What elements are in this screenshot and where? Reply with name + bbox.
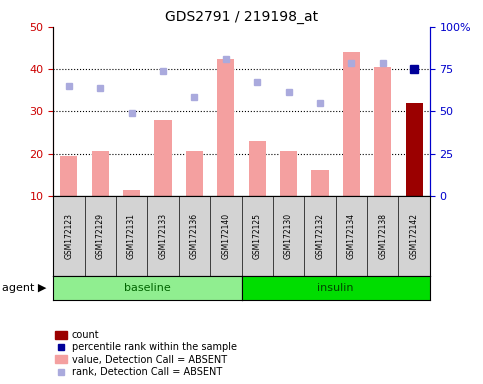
Text: GSM172132: GSM172132: [315, 213, 325, 259]
Text: GSM172134: GSM172134: [347, 213, 356, 259]
Text: GSM172140: GSM172140: [221, 213, 230, 259]
Text: baseline: baseline: [124, 283, 170, 293]
Bar: [374, 67, 391, 196]
Text: GSM172130: GSM172130: [284, 213, 293, 259]
Bar: [312, 170, 328, 196]
Text: GSM172131: GSM172131: [127, 213, 136, 259]
Text: GSM172133: GSM172133: [158, 213, 168, 259]
Text: GSM172142: GSM172142: [410, 213, 419, 259]
Text: agent ▶: agent ▶: [2, 283, 47, 293]
Bar: [186, 152, 203, 196]
Text: GSM172138: GSM172138: [378, 213, 387, 259]
Bar: [249, 141, 266, 196]
Legend: count, percentile rank within the sample, value, Detection Call = ABSENT, rank, : count, percentile rank within the sample…: [53, 328, 239, 379]
Text: insulin: insulin: [317, 283, 354, 293]
Bar: [406, 103, 423, 196]
Text: GSM172136: GSM172136: [190, 213, 199, 259]
Bar: [92, 152, 109, 196]
Title: GDS2791 / 219198_at: GDS2791 / 219198_at: [165, 10, 318, 25]
Bar: [155, 120, 171, 196]
Bar: [217, 59, 234, 196]
Text: GSM172123: GSM172123: [64, 213, 73, 259]
Text: GSM172125: GSM172125: [253, 213, 262, 259]
Bar: [343, 52, 360, 196]
Bar: [60, 156, 77, 196]
Text: GSM172129: GSM172129: [96, 213, 105, 259]
Bar: [280, 152, 297, 196]
Bar: [123, 190, 140, 196]
